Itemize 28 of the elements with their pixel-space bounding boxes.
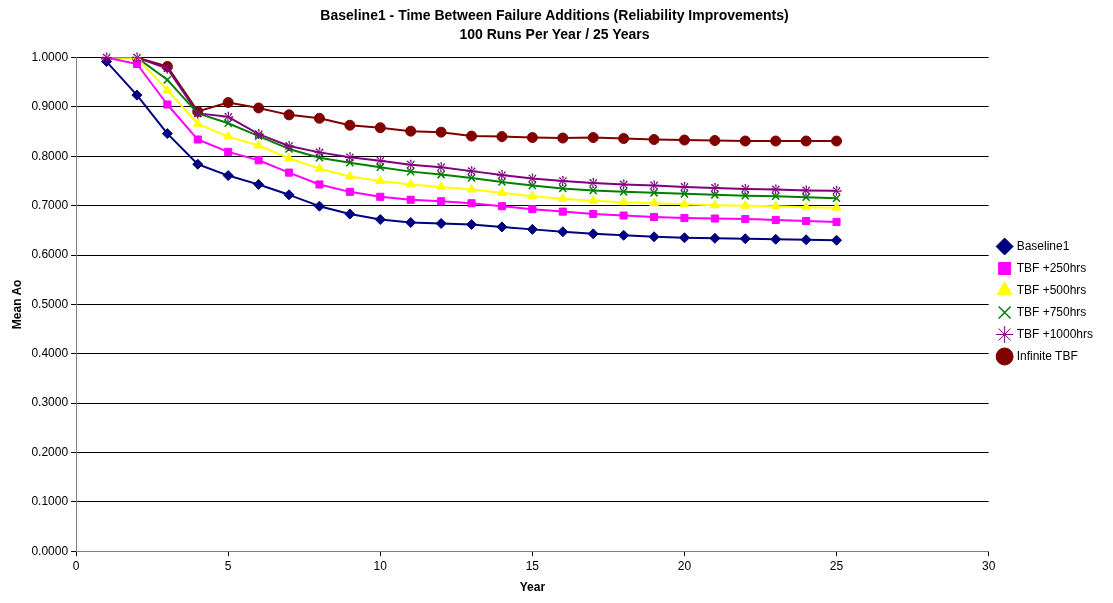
- y-tick-label: 0.6000: [31, 247, 69, 262]
- legend-label: TBF +500hrs: [1016, 282, 1087, 297]
- chart-subtitle: 100 Runs Per Year / 25 Years: [459, 26, 650, 43]
- legend-label: TBF +250hrs: [1016, 260, 1087, 275]
- y-tick-label: 0.1000: [31, 494, 69, 509]
- x-tick-label: 20: [677, 558, 692, 573]
- y-tick-label: 0.4000: [31, 346, 69, 361]
- y-tick-label: 0.8000: [31, 148, 69, 163]
- x-tick-label: 15: [525, 558, 540, 573]
- x-tick-label: 0: [72, 558, 80, 573]
- x-axis-title: Year: [519, 580, 546, 595]
- y-tick-label: 0.3000: [31, 395, 69, 410]
- x-tick-label: 5: [224, 558, 232, 573]
- y-tick-label: 0.0000: [31, 543, 69, 558]
- y-tick-label: 0.5000: [31, 296, 69, 311]
- chart-title: Baseline1 - Time Between Failure Additions (Reliability Improvements): [320, 7, 789, 24]
- x-tick-label: 30: [981, 558, 996, 573]
- y-tick-label: 0.7000: [31, 197, 69, 212]
- y-tick-label: 0.9000: [31, 99, 69, 114]
- y-tick-label: 1.0000: [31, 49, 69, 64]
- legend-label: Baseline1: [1016, 238, 1070, 253]
- y-axis-title: Mean Ao: [9, 279, 24, 330]
- x-tick-label: 10: [373, 558, 388, 573]
- legend-label: Infinite TBF: [1016, 348, 1078, 363]
- legend-label: TBF +1000hrs: [1016, 326, 1093, 341]
- y-tick-label: 0.2000: [31, 444, 69, 459]
- legend-label: TBF +750hrs: [1016, 304, 1087, 319]
- x-tick-label: 25: [829, 558, 844, 573]
